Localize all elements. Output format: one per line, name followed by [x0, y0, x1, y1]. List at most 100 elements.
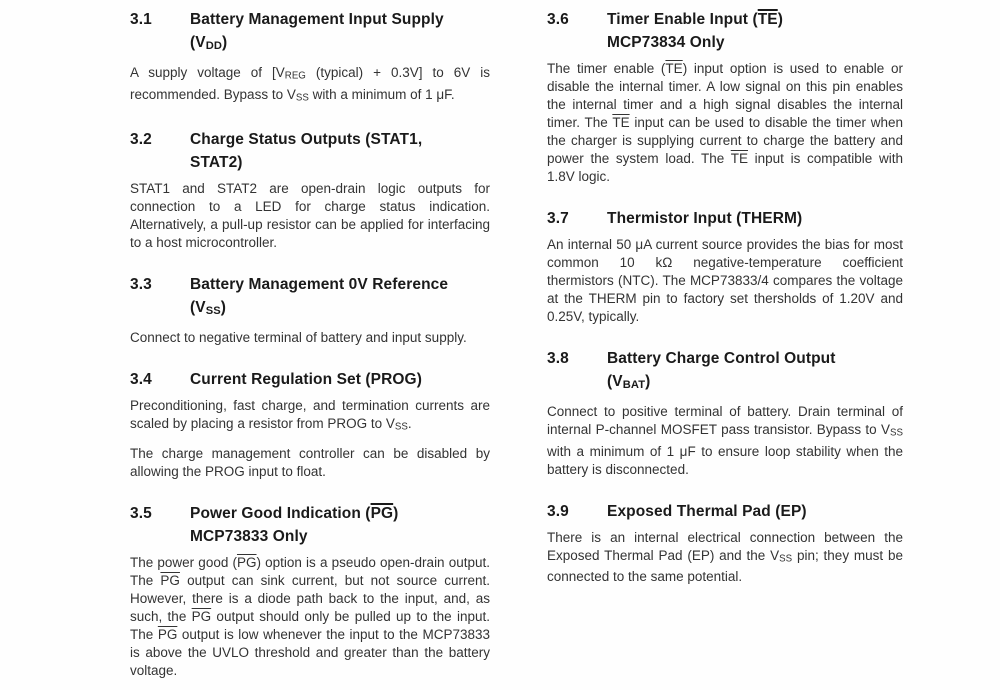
section-3-5: 3.5 Power Good Indication (PG) MCP73833 On…: [130, 502, 490, 680]
text-run: ) option is a pseudo open-drain output. …: [130, 555, 490, 589]
subscript-text: DD: [205, 40, 223, 52]
section-number: 3.5: [130, 505, 152, 523]
text-run: Charge Status Outputs (STAT1,: [190, 131, 423, 149]
section-title-line: Current Regulation Set (PROG): [190, 368, 490, 391]
text-run: The power good (: [130, 555, 237, 571]
text-run: A supply voltage of [V: [130, 65, 285, 80]
section-title-line: Battery Management Input Supply: [190, 8, 490, 31]
section-number: 3.3: [130, 276, 152, 294]
text-run: Battery Charge Control Output: [607, 350, 836, 367]
section-3-1: 3.1 Battery Management Input Supply (VDD) A…: [130, 8, 490, 107]
text-run: input is compatible with 1.8V logic.: [547, 151, 903, 184]
overline-signal-name: TE: [757, 11, 778, 28]
text-run: Battery Management 0V Reference: [190, 276, 449, 294]
section-heading: 3.9 Exposed Thermal Pad (EP): [547, 500, 903, 523]
section-number: 3.8: [547, 350, 569, 367]
subscript-text: SS: [394, 422, 408, 434]
section-title: Exposed Thermal Pad (EP): [607, 500, 903, 523]
section-title-line: Battery Management 0V Reference: [190, 273, 490, 296]
text-run: ): [777, 11, 783, 28]
subscript-text: SS: [779, 553, 793, 565]
body-paragraph: An internal 50 μA current source provide…: [547, 236, 903, 326]
body-paragraph: The charge management controller can be …: [130, 445, 490, 481]
subscript-text: BAT: [622, 379, 646, 391]
section-number: 3.7: [547, 210, 569, 227]
section-title-line: Thermistor Input (THERM): [607, 207, 903, 230]
section-3-4: 3.4 Current Regulation Set (PROG) Precondi…: [130, 368, 490, 481]
section-number: 3.6: [547, 11, 569, 28]
overline-signal-name: PG: [160, 573, 180, 589]
text-run: ): [220, 299, 227, 317]
section-heading: 3.5 Power Good Indication (PG) MCP73833 On…: [130, 502, 490, 548]
section-title: Current Regulation Set (PROG): [190, 368, 490, 391]
section-title: Battery Management Input Supply (VDD): [190, 8, 490, 58]
section-title: Thermistor Input (THERM): [607, 207, 903, 230]
section-title-line: (VSS): [190, 296, 490, 323]
text-run: ): [222, 34, 228, 51]
body-paragraph: There is an internal electrical connecti…: [547, 529, 903, 587]
text-run: input can be used to disable the timer w…: [547, 115, 904, 166]
section-heading: 3.4 Current Regulation Set (PROG): [130, 368, 490, 391]
text-run: STAT1 and STAT2 are open-drain logic out…: [130, 181, 490, 251]
text-run: with a minimum of 1 μF to ensure loop st…: [547, 443, 903, 477]
section-3-2: 3.2 Charge Status Outputs (STAT1, STAT2) ST…: [130, 128, 490, 252]
text-run: ): [393, 505, 399, 523]
section-3-6: 3.6 Timer Enable Input (TE) MCP73834 Only T…: [547, 8, 903, 186]
subscript-text: SS: [890, 427, 903, 439]
subscript-text: SS: [295, 92, 309, 104]
body-paragraph: The timer enable (TE) input option is us…: [547, 60, 903, 186]
column-right: 3.6 Timer Enable Input (TE) MCP73834 Only T…: [547, 8, 903, 680]
body-paragraph: Connect to positive terminal of battery.…: [547, 403, 903, 479]
text-run: (V: [190, 34, 206, 51]
section-3-9: 3.9 Exposed Thermal Pad (EP) There is an i…: [547, 500, 903, 587]
text-run: (V: [190, 299, 206, 317]
text-run: (V: [607, 373, 623, 390]
text-run: An internal 50 μA current source provide…: [547, 237, 903, 324]
overline-signal-name: TE: [612, 115, 630, 130]
text-run: MCP73833 Only: [190, 528, 308, 546]
section-title-line: Power Good Indication (PG): [190, 502, 490, 525]
section-3-3: 3.3 Battery Management 0V Reference (VSS) C…: [130, 273, 490, 347]
text-run: (typical) + 0.3V] to 6V is recommended. …: [130, 65, 490, 102]
section-number: 3.2: [130, 131, 152, 149]
section-title: Power Good Indication (PG) MCP73833 Only: [190, 502, 490, 548]
section-heading: 3.7 Thermistor Input (THERM): [547, 207, 903, 230]
section-title: Battery Management 0V Reference (VSS): [190, 273, 490, 323]
text-run: There is an internal electrical connecti…: [547, 529, 903, 563]
body-paragraph: Connect to negative terminal of battery …: [130, 329, 490, 347]
section-number: 3.1: [130, 11, 152, 28]
section-title-line: STAT2): [190, 151, 490, 174]
section-heading: 3.3 Battery Management 0V Reference (VSS): [130, 273, 490, 323]
section-title-line: Charge Status Outputs (STAT1,: [190, 128, 490, 151]
section-title-line: MCP73833 Only: [190, 525, 490, 548]
text-run: The charge management controller can be …: [130, 446, 490, 480]
overline-signal-name: PG: [157, 627, 178, 643]
text-run: pin; they must be connected to the same …: [547, 547, 904, 585]
section-title-line: Battery Charge Control Output: [607, 347, 903, 370]
section-number: 3.9: [547, 502, 569, 520]
text-run: Connect to negative terminal of battery …: [130, 330, 467, 346]
text-run: output is low whenever the input to the …: [130, 627, 491, 679]
text-run: The timer enable (: [547, 61, 666, 76]
section-title-line: (VBAT): [607, 370, 903, 397]
text-run: .: [407, 416, 412, 432]
column-left: 3.1 Battery Management Input Supply (VDD) A…: [130, 8, 490, 680]
text-run: output can sink current, but not source …: [130, 573, 491, 625]
text-run: Current Regulation Set (PROG): [190, 371, 422, 389]
text-run: Timer Enable Input (: [607, 11, 758, 28]
section-title: Charge Status Outputs (STAT1, STAT2): [190, 128, 490, 174]
text-run: Power Good Indication (: [190, 505, 371, 523]
text-run: Preconditioning, fast charge, and termin…: [130, 398, 490, 432]
body-paragraph: A supply voltage of [VREG (typical) + 0.…: [130, 64, 490, 107]
subscript-text: REG: [284, 70, 306, 82]
subscript-text: SS: [205, 305, 221, 318]
overline-signal-name: TE: [730, 151, 748, 166]
section-title-line: MCP73834 Only: [607, 31, 903, 54]
body-paragraph: Preconditioning, fast charge, and termin…: [130, 397, 490, 437]
section-3-8: 3.8 Battery Charge Control Output (VBAT) Co…: [547, 347, 903, 479]
section-number: 3.4: [130, 371, 152, 389]
text-run: MCP73834 Only: [607, 34, 725, 51]
section-title: Battery Charge Control Output (VBAT): [607, 347, 903, 397]
